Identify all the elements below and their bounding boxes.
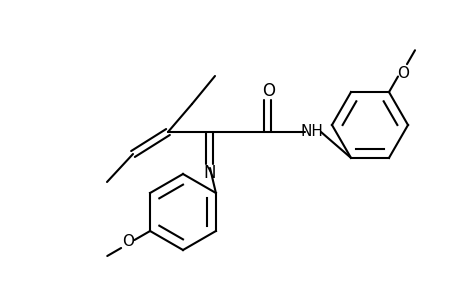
- Text: O: O: [396, 66, 408, 81]
- Text: N: N: [203, 164, 216, 182]
- Text: NH: NH: [300, 124, 323, 139]
- Text: O: O: [122, 235, 134, 250]
- Text: O: O: [262, 82, 275, 100]
